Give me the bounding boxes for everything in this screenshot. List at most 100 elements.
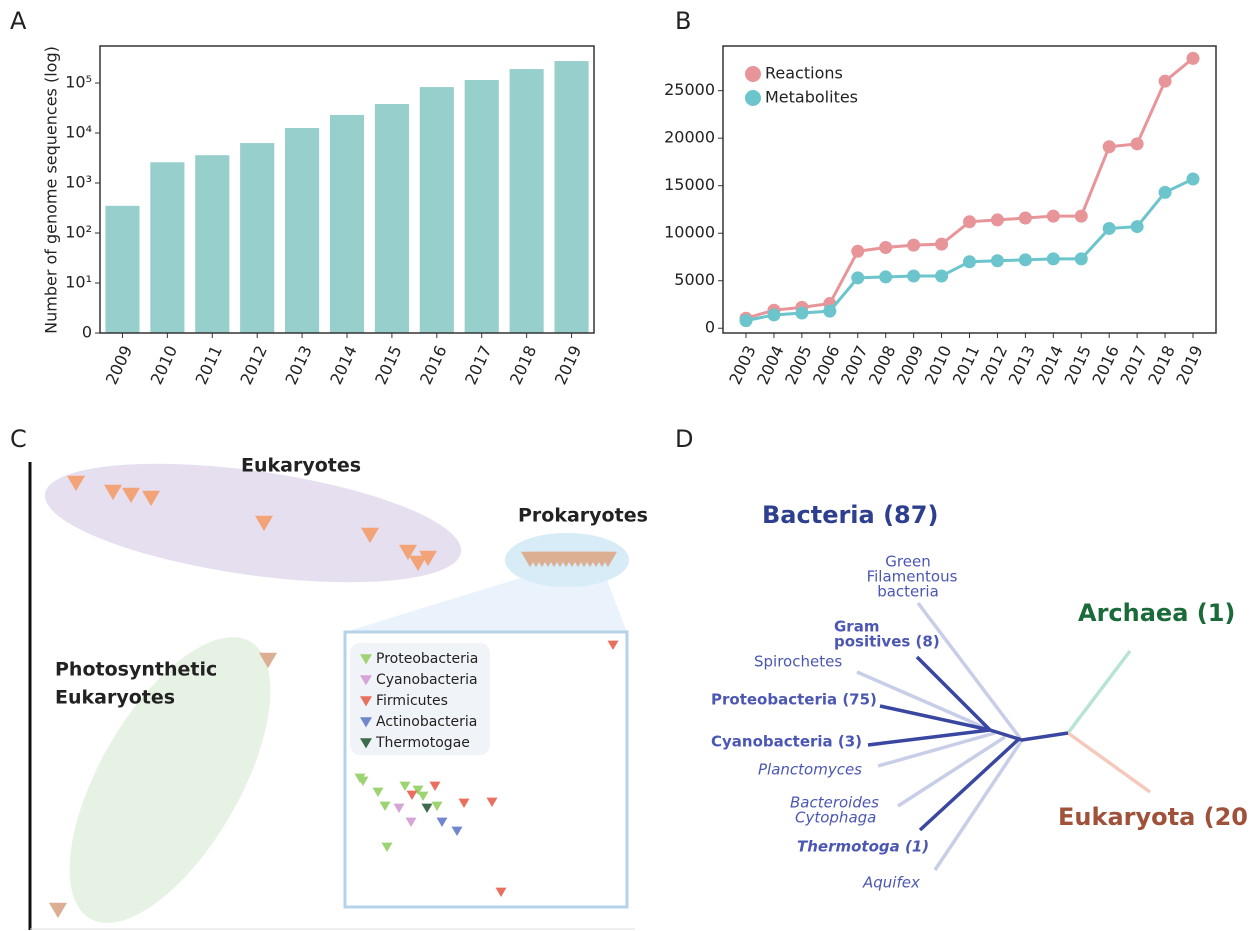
leaf-label: Cytophaga	[795, 809, 876, 827]
branch	[916, 601, 1022, 740]
x-tick-label: 2010	[147, 343, 181, 388]
marker	[379, 801, 391, 811]
marker	[49, 902, 67, 919]
branch	[867, 728, 991, 747]
branch	[879, 704, 991, 732]
marker	[421, 803, 433, 813]
point	[990, 213, 1004, 227]
point	[935, 237, 949, 251]
x-tick-label: 2017	[461, 343, 495, 388]
x-tick-label: 2013	[281, 343, 315, 388]
marker	[406, 790, 418, 800]
panel-label: B	[675, 7, 691, 35]
legend-label: Proteobacteria	[376, 651, 478, 667]
branch	[933, 739, 1024, 871]
point	[1018, 253, 1032, 267]
marker	[67, 475, 85, 492]
marker	[399, 781, 411, 791]
y-tick-label: 10⁴	[65, 123, 92, 142]
point	[1018, 211, 1032, 225]
y-tick-label: 25000	[664, 80, 715, 99]
leaf-label: Aquifex	[862, 874, 920, 892]
legend-marker	[745, 90, 761, 106]
point	[1046, 209, 1060, 223]
panel-label: C	[10, 425, 27, 453]
marker	[259, 652, 277, 669]
marker	[495, 887, 507, 897]
domain-label: Eukaryota (20)	[1058, 803, 1250, 831]
domain-label: Archaea (1)	[1078, 599, 1235, 627]
x-tick-label: 2019	[1172, 343, 1206, 388]
marker	[360, 654, 372, 665]
marker	[419, 550, 437, 567]
y-tick-label: 5000	[674, 270, 715, 289]
legend-label: Actinobacteria	[376, 714, 477, 730]
bar	[419, 87, 454, 333]
x-tick-label: 2018	[506, 343, 540, 388]
point	[935, 269, 949, 283]
marker	[361, 527, 379, 544]
bar	[464, 79, 499, 333]
leaf-label: Planctomyces	[758, 761, 862, 779]
leaf-label: Cyanobacteria (3)	[711, 733, 862, 751]
branch	[1066, 731, 1152, 794]
group-label: Photosynthetic	[55, 659, 217, 681]
marker	[431, 801, 443, 811]
branch	[877, 731, 996, 768]
point	[1102, 221, 1116, 235]
y-tick-label: 0	[82, 323, 92, 342]
marker	[405, 817, 417, 827]
marker	[142, 490, 160, 507]
line	[745, 177, 1194, 323]
y-tick-label: 10000	[664, 223, 715, 242]
x-tick-label: 2012	[236, 343, 270, 388]
marker	[381, 842, 393, 852]
group-label: Eukaryotes	[55, 687, 175, 709]
point	[1046, 252, 1060, 266]
marker	[607, 640, 619, 650]
point	[907, 238, 921, 252]
leaf-label: Thermotoga (1)	[797, 838, 929, 856]
cluster	[69, 637, 271, 923]
branch	[915, 655, 992, 732]
bar	[240, 143, 275, 333]
x-tick-label: 2016	[416, 343, 450, 388]
x-tick-label: 2019	[551, 343, 585, 388]
legend-label: Reactions	[765, 64, 843, 83]
y-tick-label: 20000	[664, 128, 715, 147]
legend-label: Cyanobacteria	[376, 672, 478, 688]
point	[990, 254, 1004, 268]
bar	[285, 127, 320, 334]
legend-marker	[745, 66, 761, 82]
point	[963, 255, 976, 269]
bar	[374, 104, 409, 333]
x-tick-label: 2009	[102, 343, 136, 388]
marker	[357, 776, 369, 786]
marker	[255, 515, 273, 532]
point	[1158, 74, 1172, 88]
marker	[393, 803, 405, 813]
y-tick-label: 10¹	[65, 273, 92, 292]
panel-label: D	[675, 425, 693, 453]
bar	[150, 162, 185, 333]
tree	[856, 601, 1152, 871]
y-tick-label: 10³	[65, 173, 92, 192]
marker	[599, 551, 617, 568]
point	[1186, 51, 1200, 65]
y-tick-label: 10⁵	[65, 73, 92, 92]
legend-label: Metabolites	[765, 88, 858, 107]
marker	[360, 696, 372, 707]
leaf-label: Spirochetes	[754, 653, 842, 671]
leaf-label: Filamentous	[867, 568, 958, 586]
point	[739, 314, 753, 328]
marker	[122, 487, 140, 504]
point	[851, 271, 865, 285]
group-label: Prokaryotes	[518, 505, 648, 527]
point	[823, 304, 837, 318]
y-tick-label: 10²	[65, 223, 92, 242]
marker	[486, 797, 498, 807]
marker	[372, 787, 384, 797]
group-label: Eukaryotes	[241, 455, 361, 477]
bar	[195, 155, 230, 333]
